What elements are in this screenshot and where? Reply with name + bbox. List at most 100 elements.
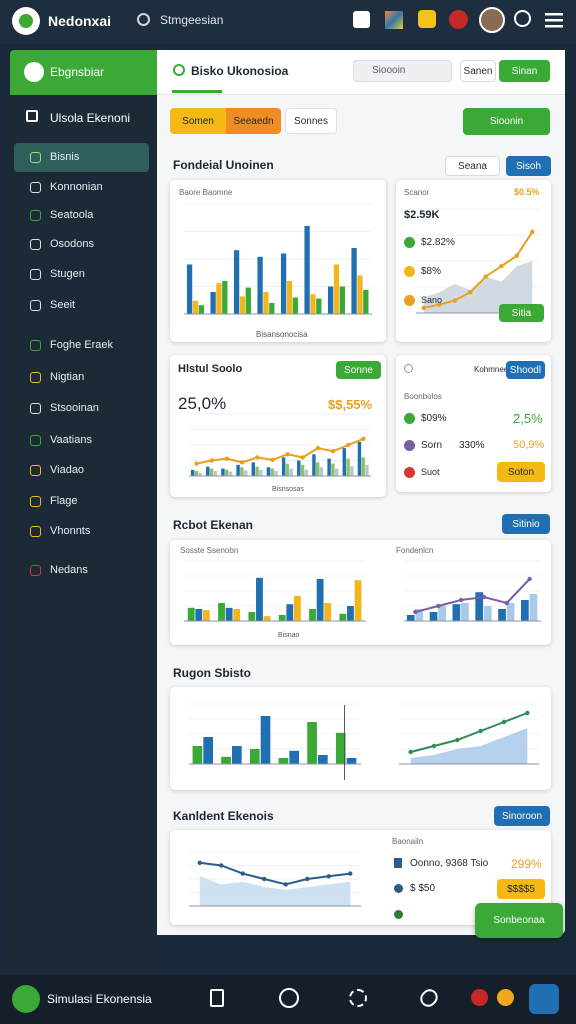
bar xyxy=(198,472,202,476)
bar xyxy=(278,758,289,764)
bar xyxy=(194,471,199,476)
menu-item[interactable]: Vhonnts xyxy=(50,525,91,537)
search-icon[interactable] xyxy=(137,13,150,26)
avatar[interactable] xyxy=(479,7,505,33)
row-icon xyxy=(404,467,415,478)
point xyxy=(315,445,321,451)
menu-item[interactable]: Nedans xyxy=(50,564,88,576)
floating-button[interactable]: Sonbeonaa xyxy=(475,903,563,938)
menu-icon xyxy=(30,403,41,414)
icon xyxy=(173,64,185,76)
bar xyxy=(333,264,340,314)
menu-item[interactable]: Bisnis xyxy=(50,151,80,163)
icon[interactable] xyxy=(385,11,403,29)
section-title: Rugon Sbisto xyxy=(173,666,251,680)
bar xyxy=(316,462,320,476)
filter[interactable]: Seana xyxy=(445,156,500,176)
divider xyxy=(344,705,345,780)
tab[interactable]: Sonnes xyxy=(285,108,337,134)
button[interactable]: Sonne xyxy=(336,361,381,379)
card-title: Scanor xyxy=(404,188,430,197)
legend-item: Sano xyxy=(421,295,443,305)
button[interactable]: Sitinio xyxy=(502,514,550,534)
nav-icon[interactable] xyxy=(279,988,299,1008)
row-icon xyxy=(394,858,402,868)
menu-item[interactable]: Konnonian xyxy=(50,181,103,193)
menu-item[interactable]: Foghe Eraek xyxy=(50,339,113,351)
point xyxy=(437,302,442,307)
bar xyxy=(186,264,193,314)
button[interactable]: Sitia xyxy=(499,304,544,322)
footer-logo[interactable] xyxy=(12,985,40,1013)
bar xyxy=(293,595,301,621)
section-title: Kanldent Ekenois xyxy=(173,809,274,823)
nav-icon[interactable] xyxy=(210,989,224,1007)
bar xyxy=(307,722,317,764)
menu-item[interactable]: Stugen xyxy=(50,268,85,280)
bar xyxy=(257,256,263,314)
nav-icon[interactable] xyxy=(529,984,559,1014)
point xyxy=(255,455,260,460)
bar xyxy=(289,750,300,764)
menu-item[interactable]: Viadao xyxy=(50,464,85,476)
bar xyxy=(334,468,339,476)
bar xyxy=(239,296,246,314)
legend-dot xyxy=(404,237,415,248)
sidebar-logo xyxy=(24,62,44,82)
point xyxy=(305,876,310,882)
nav-icon[interactable] xyxy=(471,989,488,1006)
bar xyxy=(475,592,484,621)
button[interactable]: Sinoroon xyxy=(494,806,550,826)
point xyxy=(452,298,457,303)
menu-icon xyxy=(30,496,41,507)
point xyxy=(421,305,426,310)
menu-item[interactable]: Seatoola xyxy=(50,209,94,221)
icon[interactable] xyxy=(418,10,436,28)
icon[interactable] xyxy=(353,11,370,28)
point xyxy=(483,274,488,279)
bar xyxy=(228,471,233,476)
button[interactable]: Sinan xyxy=(499,60,550,82)
menu-item[interactable]: Osodons xyxy=(50,238,95,250)
logo[interactable] xyxy=(12,7,40,35)
point xyxy=(501,719,507,725)
chart xyxy=(416,208,540,314)
menu-item[interactable]: Stsooinan xyxy=(50,402,99,414)
bar xyxy=(192,746,203,764)
bar xyxy=(280,253,287,314)
cell: 330% xyxy=(459,440,485,451)
point xyxy=(330,449,336,454)
menu-item[interactable]: Flage xyxy=(50,495,78,507)
button[interactable]: Sisoh xyxy=(506,156,551,176)
icon[interactable] xyxy=(514,10,531,27)
nav-icon[interactable] xyxy=(497,989,514,1006)
point xyxy=(219,863,224,868)
button[interactable]: Shoodl xyxy=(506,361,545,379)
nav-icon[interactable] xyxy=(349,989,367,1007)
bar xyxy=(346,458,350,476)
bar xyxy=(245,287,251,314)
bar xyxy=(225,607,233,621)
search-box[interactable] xyxy=(353,60,452,82)
bar xyxy=(213,471,218,476)
button[interactable]: Sanen xyxy=(460,60,496,82)
menu-item[interactable]: Vaatians xyxy=(50,434,92,446)
tab[interactable]: Seeaedn xyxy=(226,108,281,134)
menu-icon[interactable] xyxy=(545,12,563,28)
menu-item[interactable]: Nigtian xyxy=(50,371,85,383)
search-field[interactable]: Stmgeesian xyxy=(160,13,224,27)
bar xyxy=(335,732,346,764)
menu-item[interactable]: Seeit xyxy=(50,299,76,311)
bar xyxy=(438,606,446,621)
action-button[interactable]: Sioonin xyxy=(463,108,550,135)
button[interactable]: Soton xyxy=(497,462,545,482)
icon[interactable] xyxy=(449,10,468,29)
tab[interactable]: Somen xyxy=(170,108,226,134)
bar xyxy=(289,468,293,476)
bar xyxy=(324,603,332,621)
section-title: Rcbot Ekenan xyxy=(173,518,254,532)
bar xyxy=(319,467,324,476)
bar xyxy=(312,454,316,476)
line xyxy=(423,231,534,309)
bar xyxy=(506,603,515,621)
